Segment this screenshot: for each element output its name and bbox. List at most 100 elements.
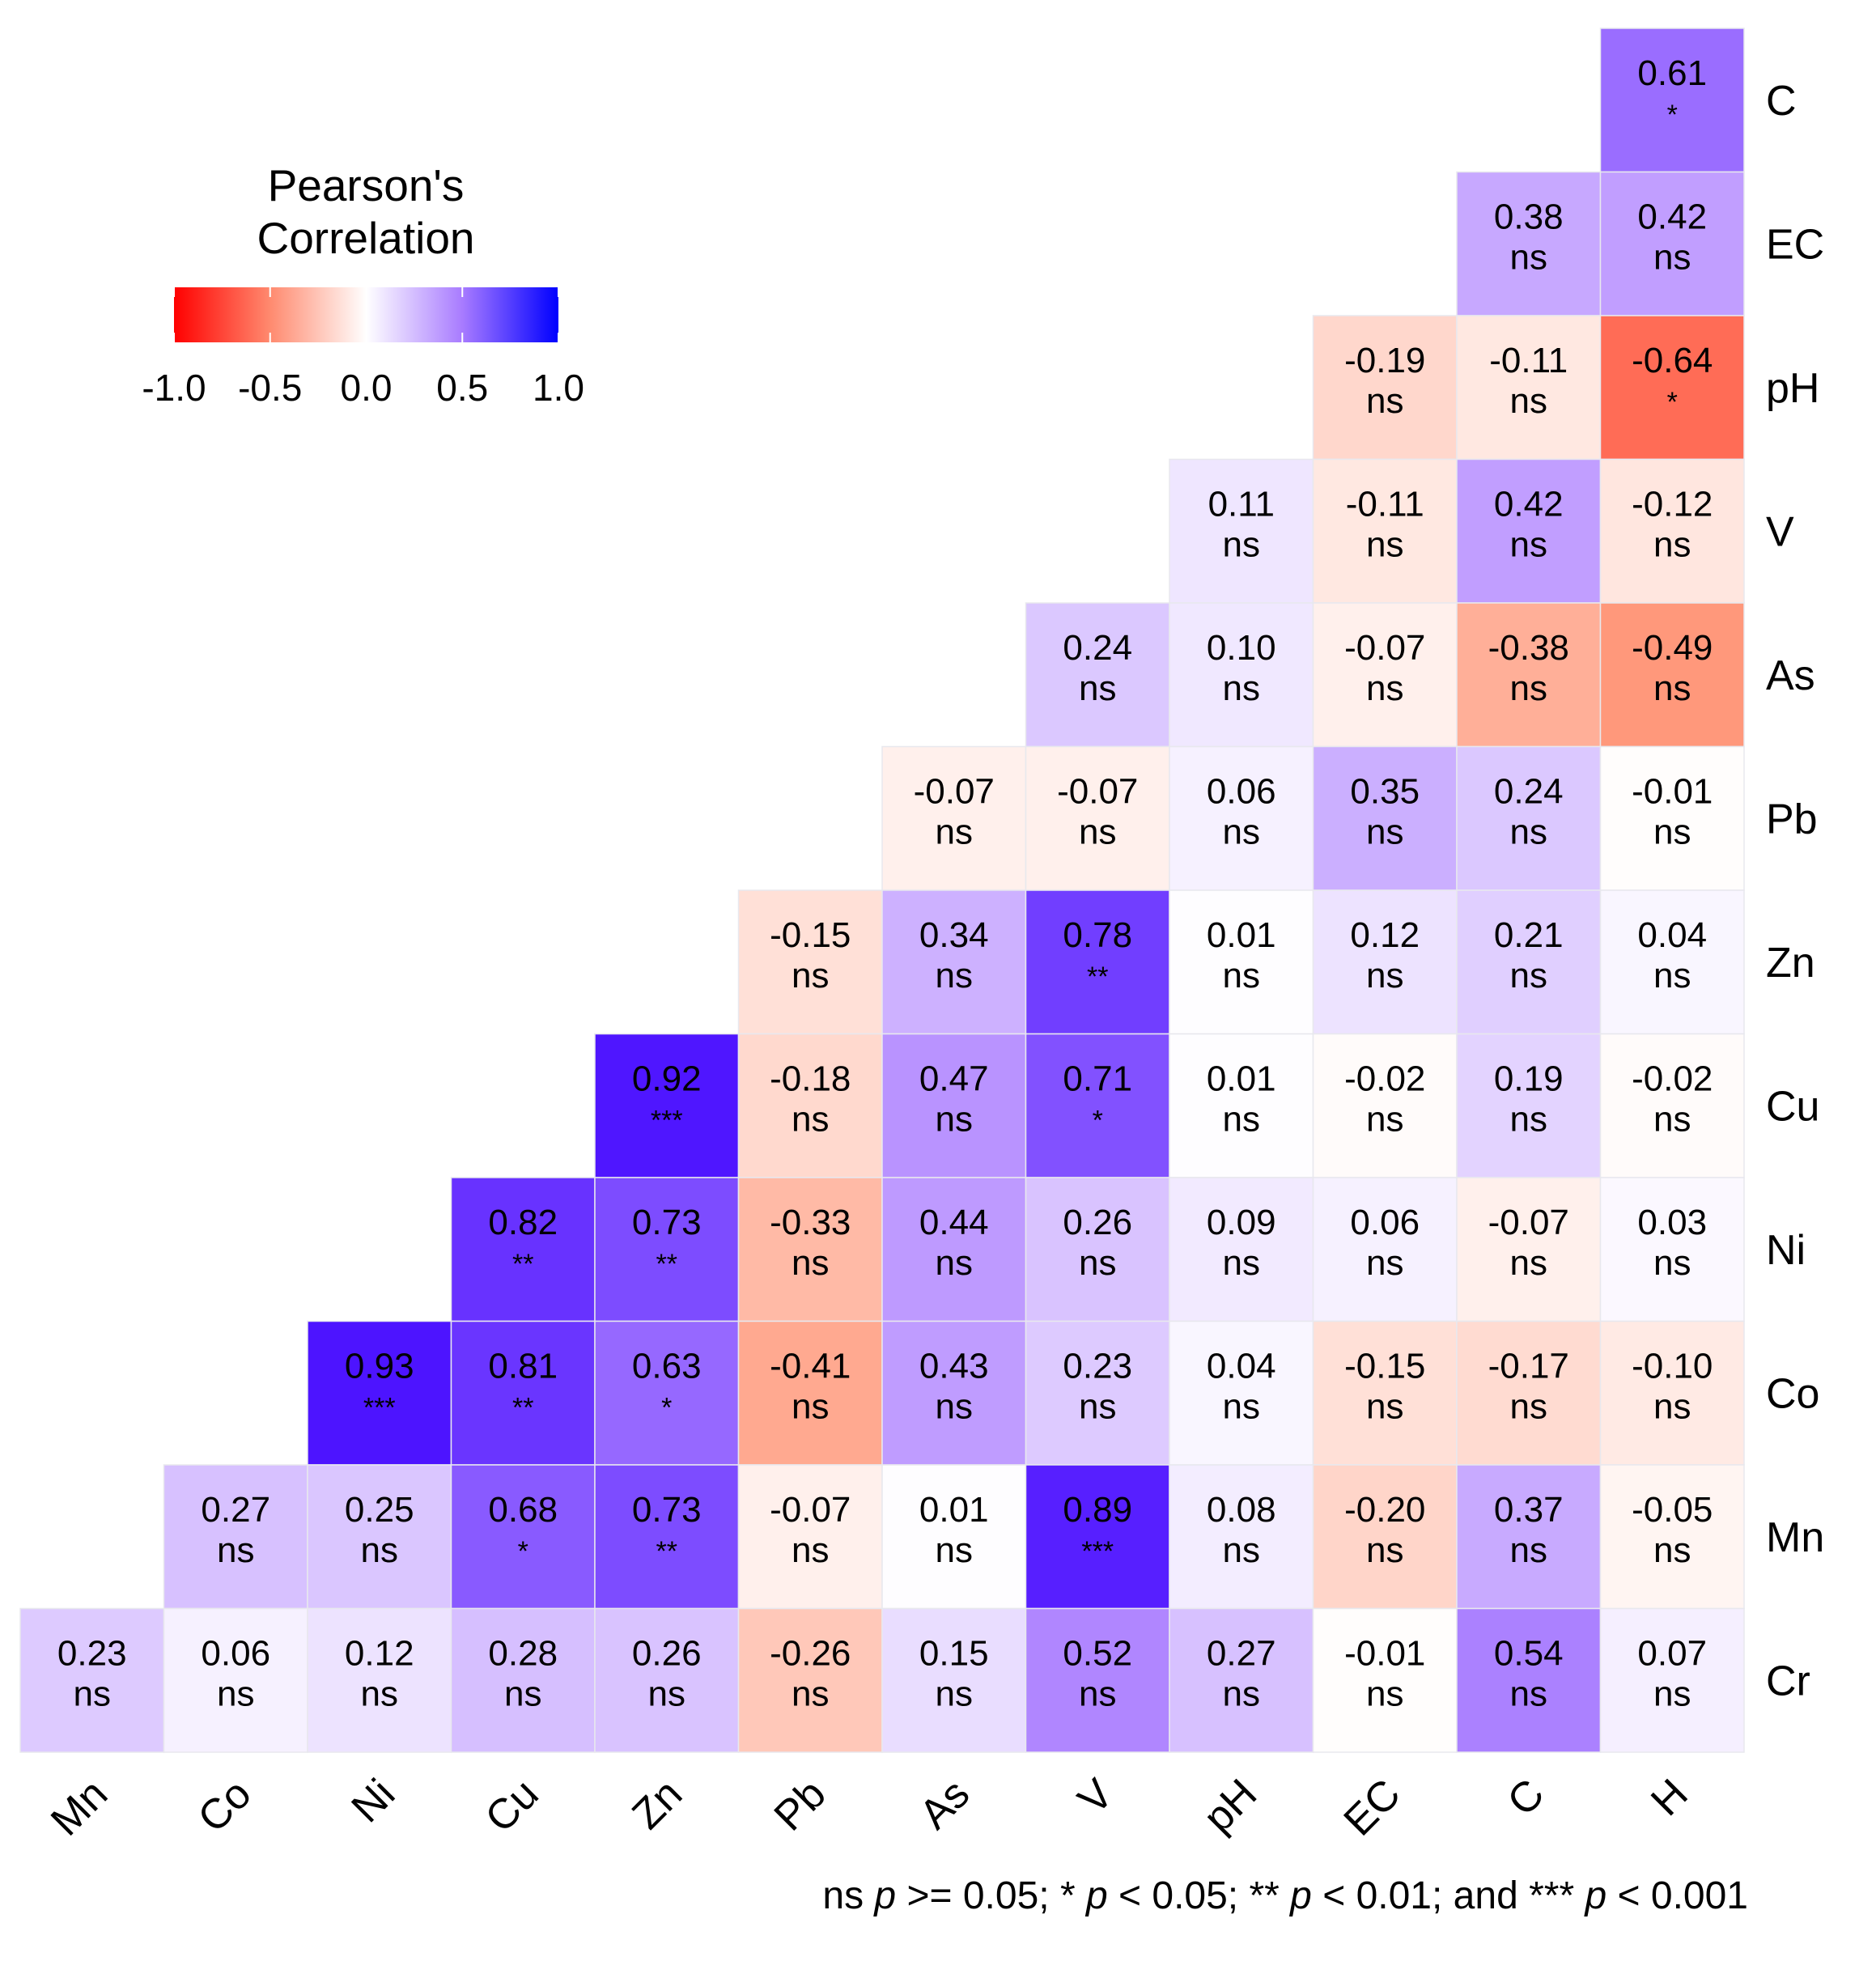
caption-text: < 0.01; and *** xyxy=(1312,1874,1585,1917)
cell-significance: ns xyxy=(1223,956,1260,995)
cell-significance: ns xyxy=(1079,1675,1116,1714)
cell-significance: ns xyxy=(1510,238,1547,278)
cell-value: 0.37 xyxy=(1494,1490,1564,1530)
cell-significance: *** xyxy=(651,1106,683,1136)
cell-rect xyxy=(1599,315,1745,461)
x-tick-label: Cu xyxy=(477,1770,548,1841)
cell-value: -0.20 xyxy=(1344,1490,1425,1530)
cell-significance: ** xyxy=(512,1393,533,1424)
y-tick-label: Pb xyxy=(1766,796,1818,843)
y-tick-label: Mn xyxy=(1766,1514,1824,1561)
cell-significance: *** xyxy=(1081,1536,1114,1567)
cell-rect xyxy=(1599,1320,1745,1466)
cell-significance: ns xyxy=(1223,1100,1260,1140)
cell-rect xyxy=(1312,745,1458,891)
x-tick-label: EC xyxy=(1335,1770,1410,1844)
cell-significance: ns xyxy=(936,956,973,995)
cell-value: 0.63 xyxy=(632,1347,702,1386)
legend-title-line1: Pearson's xyxy=(268,160,465,210)
cell-significance: ns xyxy=(1366,525,1403,565)
y-tick-label: EC xyxy=(1766,221,1824,268)
cell-rect xyxy=(307,1320,452,1466)
cell-rect xyxy=(594,1464,740,1610)
caption-p-symbol: p xyxy=(1583,1874,1606,1917)
cell-significance: ** xyxy=(656,1249,677,1280)
cell-rect xyxy=(1169,602,1314,748)
cell-significance: ns xyxy=(1510,1387,1547,1427)
cell-value: -0.18 xyxy=(770,1059,851,1099)
cell-significance: ns xyxy=(1223,813,1260,852)
cell-significance: ns xyxy=(1510,1675,1547,1714)
cell-value: 0.52 xyxy=(1063,1634,1132,1674)
cell-value: -0.15 xyxy=(1344,1347,1425,1386)
cell-rect xyxy=(1169,1177,1314,1322)
cell-value: -0.07 xyxy=(770,1490,851,1530)
y-tick-label: C xyxy=(1766,78,1797,125)
y-tick-label: Cr xyxy=(1766,1658,1810,1704)
cell-significance: ** xyxy=(512,1249,533,1280)
cell-significance: ns xyxy=(1366,1243,1403,1283)
legend-tick-label: 0.0 xyxy=(341,367,393,409)
cell-rect xyxy=(737,1177,883,1322)
cell-value: 0.89 xyxy=(1063,1490,1132,1530)
cell-value: 0.04 xyxy=(1207,1347,1276,1386)
cell-value: -0.07 xyxy=(1488,1203,1569,1242)
cell-value: 0.10 xyxy=(1207,628,1276,668)
cell-significance: ns xyxy=(1366,1530,1403,1570)
cell-value: -0.07 xyxy=(914,772,995,812)
cell-significance: ns xyxy=(792,1243,829,1283)
cell-value: 0.09 xyxy=(1207,1203,1276,1242)
cell-value: 0.19 xyxy=(1494,1059,1564,1099)
cell-value: 0.01 xyxy=(1207,915,1276,955)
cell-rect xyxy=(1599,1033,1745,1178)
cell-value: -0.26 xyxy=(770,1634,851,1674)
cell-value: 0.27 xyxy=(201,1490,270,1530)
caption-p-symbol: p xyxy=(1084,1874,1108,1917)
x-tick-label: C xyxy=(1499,1770,1554,1825)
cell-value: 0.93 xyxy=(345,1347,414,1386)
cell-value: 0.54 xyxy=(1494,1634,1564,1674)
cell-significance: ns xyxy=(1223,669,1260,708)
cell-significance: ns xyxy=(1223,525,1260,565)
cell-value: -0.11 xyxy=(1346,485,1424,524)
y-tick-label: Ni xyxy=(1766,1227,1806,1274)
caption-p-symbol: p xyxy=(872,1874,896,1917)
cell-significance: ns xyxy=(217,1530,254,1570)
cell-significance: ns xyxy=(936,1387,973,1427)
cell-significance: ns xyxy=(1079,1243,1116,1283)
cell-rect xyxy=(1456,889,1602,1035)
y-tick-label: Zn xyxy=(1766,940,1815,987)
cell-rect xyxy=(1599,171,1745,316)
cell-significance: ns xyxy=(1510,956,1547,995)
cell-value: -0.15 xyxy=(770,915,851,955)
x-tick-label: Mn xyxy=(42,1770,117,1844)
cell-value: 0.15 xyxy=(919,1634,989,1674)
cell-significance: ns xyxy=(1223,1675,1260,1714)
cell-rect xyxy=(737,1320,883,1466)
cell-significance: ns xyxy=(1366,381,1403,421)
cell-value: -0.49 xyxy=(1632,628,1713,668)
cell-rect xyxy=(1599,889,1745,1035)
cell-significance: ** xyxy=(656,1536,677,1567)
cell-rect xyxy=(1169,1607,1314,1753)
cell-rect xyxy=(1599,1177,1745,1322)
color-legend: Pearson's Correlation -1.0 -0.5 0.0 0.5 1.0 xyxy=(142,160,584,409)
